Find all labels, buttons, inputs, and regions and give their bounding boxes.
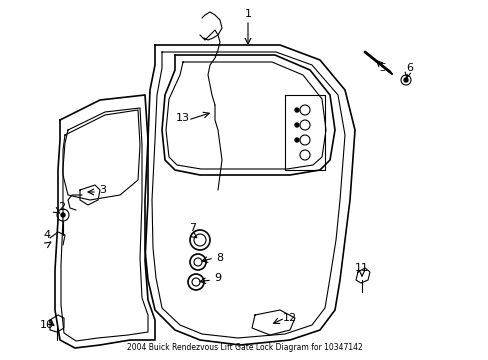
Text: 9: 9 bbox=[214, 273, 221, 283]
Text: 13: 13 bbox=[176, 113, 190, 123]
Text: 10: 10 bbox=[40, 320, 54, 330]
Circle shape bbox=[403, 78, 407, 82]
Text: 2: 2 bbox=[59, 202, 65, 212]
Text: 4: 4 bbox=[43, 230, 50, 240]
Text: 3: 3 bbox=[99, 185, 106, 195]
Circle shape bbox=[294, 138, 298, 142]
Circle shape bbox=[294, 123, 298, 127]
Text: 1: 1 bbox=[244, 9, 251, 19]
Circle shape bbox=[294, 108, 298, 112]
Text: 12: 12 bbox=[283, 313, 296, 323]
Text: 2004 Buick Rendezvous Lift Gate Lock Diagram for 10347142: 2004 Buick Rendezvous Lift Gate Lock Dia… bbox=[126, 343, 362, 352]
Text: 8: 8 bbox=[216, 253, 223, 263]
Text: 7: 7 bbox=[189, 223, 196, 233]
Circle shape bbox=[61, 213, 65, 217]
Text: 6: 6 bbox=[406, 63, 413, 73]
Text: 11: 11 bbox=[354, 263, 368, 273]
Text: 5: 5 bbox=[379, 63, 386, 73]
